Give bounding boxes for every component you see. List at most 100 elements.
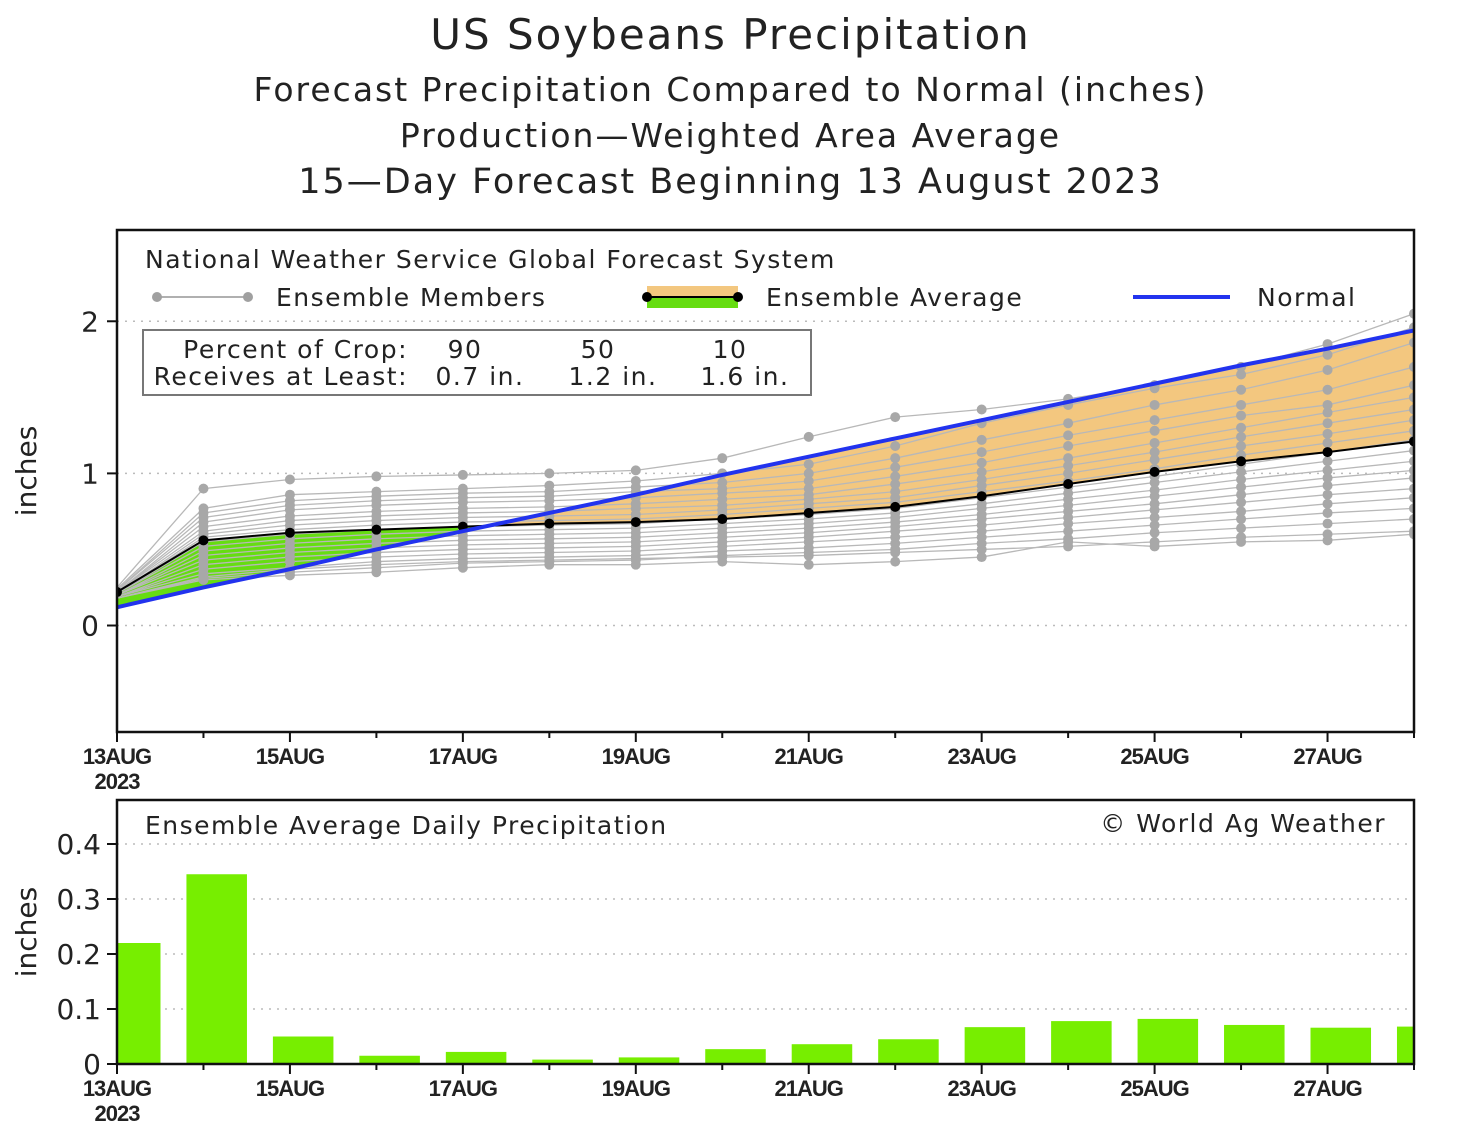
ensemble-member-point — [890, 556, 901, 567]
ensemble-member-line — [117, 507, 1414, 598]
ensemble-member-point — [890, 547, 901, 558]
ensemble-member-point — [890, 412, 901, 423]
ensemble-member-point — [1322, 507, 1333, 518]
ensemble-member-point — [1063, 460, 1074, 471]
normal-line — [117, 328, 1414, 610]
bottom-x-tick-label: 19AUG — [602, 1076, 670, 1101]
source-label: National Weather Service Global Forecast… — [145, 245, 836, 274]
crop-amount-90: 0.7 in. — [436, 362, 525, 391]
crop-row1-label: Percent of Crop: — [183, 335, 408, 364]
ensemble-member-line — [117, 460, 1414, 596]
top-x-tick-label: 25AUG — [1120, 744, 1188, 769]
ensemble-member-point — [890, 453, 901, 464]
ensemble-member-point — [544, 559, 555, 570]
ensemble-member-point — [1063, 441, 1074, 452]
deviation-fill-segment — [808, 438, 896, 514]
ensemble-member-point — [1149, 454, 1160, 465]
ensemble-member-point — [976, 447, 987, 458]
bottom-x-tick-label: 17AUG — [429, 1076, 497, 1101]
legend-members-label: Ensemble Members — [276, 283, 546, 312]
ensemble-average-point — [717, 514, 728, 525]
ensemble-member-point — [1063, 430, 1074, 441]
crop-amount-50: 1.2 in. — [569, 362, 658, 391]
ensemble-member-point — [1236, 514, 1247, 525]
ensemble-member-line — [117, 477, 1414, 596]
ensemble-member-point — [198, 574, 209, 585]
ensemble-member-line — [117, 518, 1414, 599]
percent-of-crop-box: Percent of Crop: Receives at Least: 90 5… — [142, 329, 812, 396]
ensemble-member-point — [1149, 447, 1160, 458]
top-x-tick-label: 15AUG — [256, 744, 324, 769]
copyright-label: © World Ag Weather — [1100, 809, 1386, 838]
ensemble-average-point — [371, 524, 382, 535]
top-x-tick-label: 19AUG — [602, 744, 670, 769]
ensemble-member-point — [976, 466, 987, 477]
chart-subtitle: Forecast Precipitation Compared to Norma… — [253, 70, 1208, 109]
bottom-y-axis-label: inches — [10, 887, 43, 977]
top-y-tick-label: 2 — [81, 305, 99, 338]
ensemble-member-point — [803, 459, 814, 470]
ensemble-member-point — [1063, 526, 1074, 537]
ensemble-member-point — [544, 468, 555, 479]
daily-precip-bar — [791, 1044, 853, 1064]
daily-precip-bar — [272, 1036, 334, 1064]
ensemble-member-point — [1236, 410, 1247, 421]
ensemble-member-point — [1322, 465, 1333, 476]
ensemble-member-point — [1149, 520, 1160, 531]
top-y-tick-label: 1 — [81, 457, 99, 490]
ensemble-member-point — [371, 559, 382, 570]
ensemble-member-point — [284, 570, 295, 581]
daily-precip-bar — [445, 1051, 507, 1064]
ensemble-member-line — [117, 396, 1414, 593]
ensemble-member-point — [803, 550, 814, 561]
ensemble-member-point — [1322, 498, 1333, 509]
ensemble-member-point — [976, 404, 987, 415]
ensemble-member-line — [117, 487, 1414, 598]
bottom-y-tick-label: 0.3 — [56, 883, 101, 916]
ensemble-member-point — [1149, 425, 1160, 436]
daily-precip-bar — [705, 1049, 766, 1064]
ensemble-member-point — [371, 567, 382, 578]
ensemble-average-point — [1149, 466, 1160, 477]
top-axis-ticks: 0 1 2 inches 13AUG 15AUG 17AUG 19AUG 21AUG 23AUG 2… — [10, 305, 1415, 794]
ensemble-average-point — [890, 501, 901, 512]
ensemble-member-point — [1236, 384, 1247, 395]
ensemble-member-point — [1322, 364, 1333, 375]
bottom-y-tick-label: 0 — [83, 1048, 101, 1081]
ensemble-member-point — [803, 476, 814, 486]
bottom-axis-ticks: 0 0.1 0.2 0.3 0.4 inches 13AUG 15AUG 17AUG 19AUG 2… — [10, 828, 1415, 1126]
ensemble-member-point — [198, 483, 209, 494]
ensemble-average-point — [803, 507, 814, 518]
top-plot-frame — [115, 228, 1416, 734]
ensemble-member-point — [1236, 497, 1247, 508]
ensemble-member-point — [1322, 428, 1333, 439]
deviation-fill-segment — [289, 529, 377, 570]
legend-normal-label: Normal — [1257, 283, 1356, 312]
ensemble-member-point — [1149, 504, 1160, 515]
ensemble-average-point — [1063, 479, 1074, 490]
daily-precip-bar — [1051, 1021, 1112, 1064]
daily-precip-bar — [1224, 1024, 1285, 1064]
legend-above-swatch — [647, 286, 738, 297]
ensemble-member-point — [1063, 518, 1074, 529]
ensemble-member-point — [1149, 491, 1160, 502]
ensemble-member-point — [890, 479, 901, 490]
ensemble-member-point — [1322, 472, 1333, 483]
crop-percent-10: 10 — [713, 335, 748, 364]
ensemble-average-line — [117, 440, 1414, 593]
ensemble-member-point — [1236, 474, 1247, 485]
ensemble-member-point — [1236, 536, 1247, 547]
daily-precip-bars — [117, 874, 1414, 1064]
ensemble-member-line — [117, 469, 1414, 596]
ensemble-member-point — [1322, 518, 1333, 529]
bottom-gridlines — [117, 843, 1414, 1010]
top-x-tick-label: 23AUG — [947, 744, 1015, 769]
ensemble-member-point — [1322, 456, 1333, 467]
ensemble-member-point — [717, 556, 728, 567]
crop-percent-50: 50 — [581, 335, 616, 364]
deviation-fill-segment — [1327, 330, 1414, 453]
ensemble-member-point — [1236, 431, 1247, 442]
ensemble-member-point — [976, 552, 987, 563]
ensemble-member-point — [1149, 415, 1160, 426]
ensemble-average-point — [198, 535, 209, 546]
